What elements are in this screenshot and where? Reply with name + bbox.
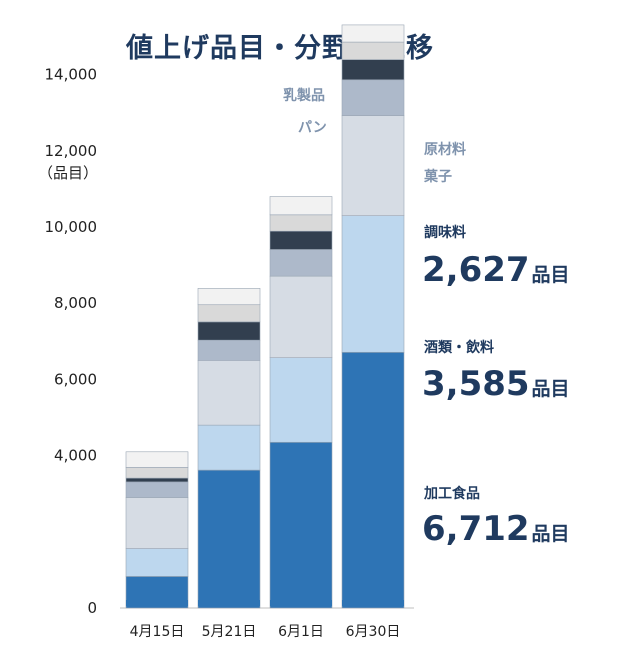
series-label-beverages: 酒類・飲料 [424, 339, 494, 356]
seasoning-count-value: 2,627 [422, 250, 530, 290]
bar-segment [197, 339, 261, 361]
bar-segment [125, 481, 189, 498]
bar-segment [341, 41, 405, 60]
bar-segment [197, 321, 261, 341]
series-label-dairy: 乳製品 [283, 87, 325, 104]
series-label-raw-materials: 原材料 [424, 141, 466, 158]
bar-segment [269, 196, 333, 216]
processed-foods-count-value: 6,712 [422, 509, 530, 549]
x-tick-label: 6月1日 [278, 624, 324, 640]
bar-segment [125, 451, 189, 468]
bar-segment [269, 230, 333, 250]
bar-segment [269, 275, 333, 358]
bar-segment [197, 304, 261, 323]
beverages-count-unit: 品目 [532, 378, 570, 400]
x-tick-label: 4月15日 [130, 624, 185, 640]
bar-segment [197, 424, 261, 471]
y-tick-label: 10,000 [45, 218, 98, 236]
bar-segment [197, 469, 261, 609]
beverages-count-value: 3,585 [422, 364, 530, 404]
y-axis-label: （品目） [38, 164, 98, 182]
bar-base [126, 600, 188, 606]
y-tick-label: 6,000 [54, 370, 97, 388]
bar-segment [341, 59, 405, 81]
seasoning-count-unit: 品目 [532, 264, 570, 286]
y-tick-label: 4,000 [54, 447, 97, 465]
bar-segment [341, 79, 405, 116]
bar-segment [341, 24, 405, 43]
bar-base [270, 600, 332, 606]
bar-segment [341, 351, 405, 609]
y-tick-label: 0 [87, 599, 97, 617]
bar-segment [197, 360, 261, 426]
bar-segment [125, 548, 189, 577]
y-tick-label: 8,000 [54, 294, 97, 312]
series-label-sweets: 菓子 [423, 168, 452, 185]
bar-segment [125, 497, 189, 549]
series-label-seasoning: 調味料 [424, 224, 466, 241]
bar-segment [269, 249, 333, 277]
bar-segment [197, 288, 261, 306]
series-label-processed-foods: 加工食品 [423, 485, 480, 502]
bar-segment [341, 115, 405, 216]
series-label-bread: パン [298, 120, 327, 136]
beverages-count-annotation: 3,585 品目 [422, 364, 570, 404]
bar-segment [269, 441, 333, 609]
bar-segment [125, 467, 189, 479]
processed-foods-count-annotation: 6,712 品目 [422, 509, 570, 549]
processed-foods-count-unit: 品目 [532, 523, 570, 545]
bar-segment [341, 215, 405, 353]
bar-segment [269, 214, 333, 232]
y-tick-label: 14,000 [45, 66, 98, 84]
x-tick-label: 6月30日 [346, 624, 401, 640]
bar-segment [125, 477, 189, 483]
bar-base [342, 600, 404, 606]
bar-base [198, 600, 260, 606]
bar-segment [269, 357, 333, 443]
seasoning-count-annotation: 2,627 品目 [422, 250, 570, 290]
y-tick-label: 12,000 [45, 142, 98, 160]
x-tick-label: 5月21日 [202, 624, 257, 640]
